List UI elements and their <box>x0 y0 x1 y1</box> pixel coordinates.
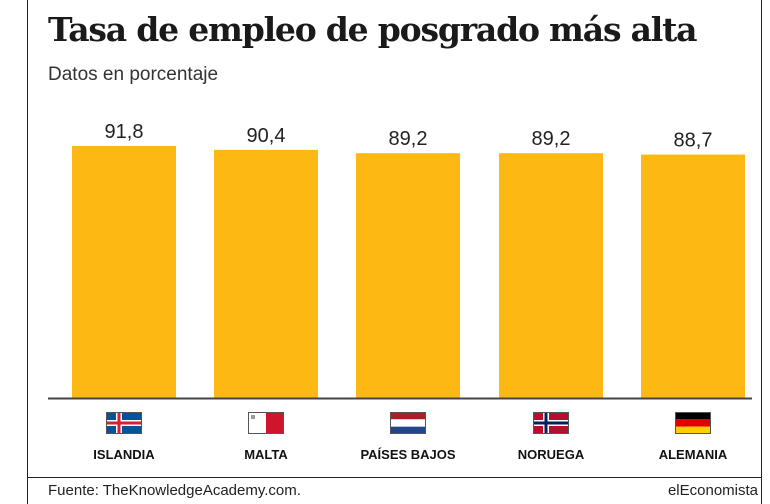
bar-noruega <box>499 153 603 398</box>
netherlands-flag-icon <box>390 412 426 434</box>
bar-países-bajos <box>356 153 460 398</box>
x-tick-label: ALEMANIA <box>659 447 728 462</box>
iceland-flag-icon <box>106 412 142 434</box>
source-note: Fuente: TheKnowledgeAcademy.com. <box>48 482 301 499</box>
data-label: 89,2 <box>389 128 428 150</box>
data-label: 90,4 <box>247 125 286 147</box>
bar-malta <box>214 149 318 398</box>
data-label: 91,8 <box>105 121 144 143</box>
brand-logo-text: elEconomista <box>667 482 758 499</box>
malta-flag-icon <box>248 412 284 434</box>
bar-islandia <box>72 146 176 398</box>
chart-subtitle: Datos en porcentaje <box>48 64 219 85</box>
x-tick-label: NORUEGA <box>518 447 585 462</box>
x-tick-label: ISLANDIA <box>93 447 155 462</box>
chart-frame <box>27 0 762 504</box>
footer-divider <box>28 477 761 478</box>
x-tick-label: PAÍSES BAJOS <box>360 447 455 462</box>
bar-alemania <box>641 154 745 398</box>
x-tick-label: MALTA <box>244 447 288 462</box>
chart-title: Tasa de empleo de posgrado más alta <box>48 10 698 49</box>
data-label: 89,2 <box>532 128 571 150</box>
data-label: 88,7 <box>674 130 713 152</box>
norway-flag-icon <box>533 412 569 434</box>
germany-flag-icon <box>675 412 711 434</box>
